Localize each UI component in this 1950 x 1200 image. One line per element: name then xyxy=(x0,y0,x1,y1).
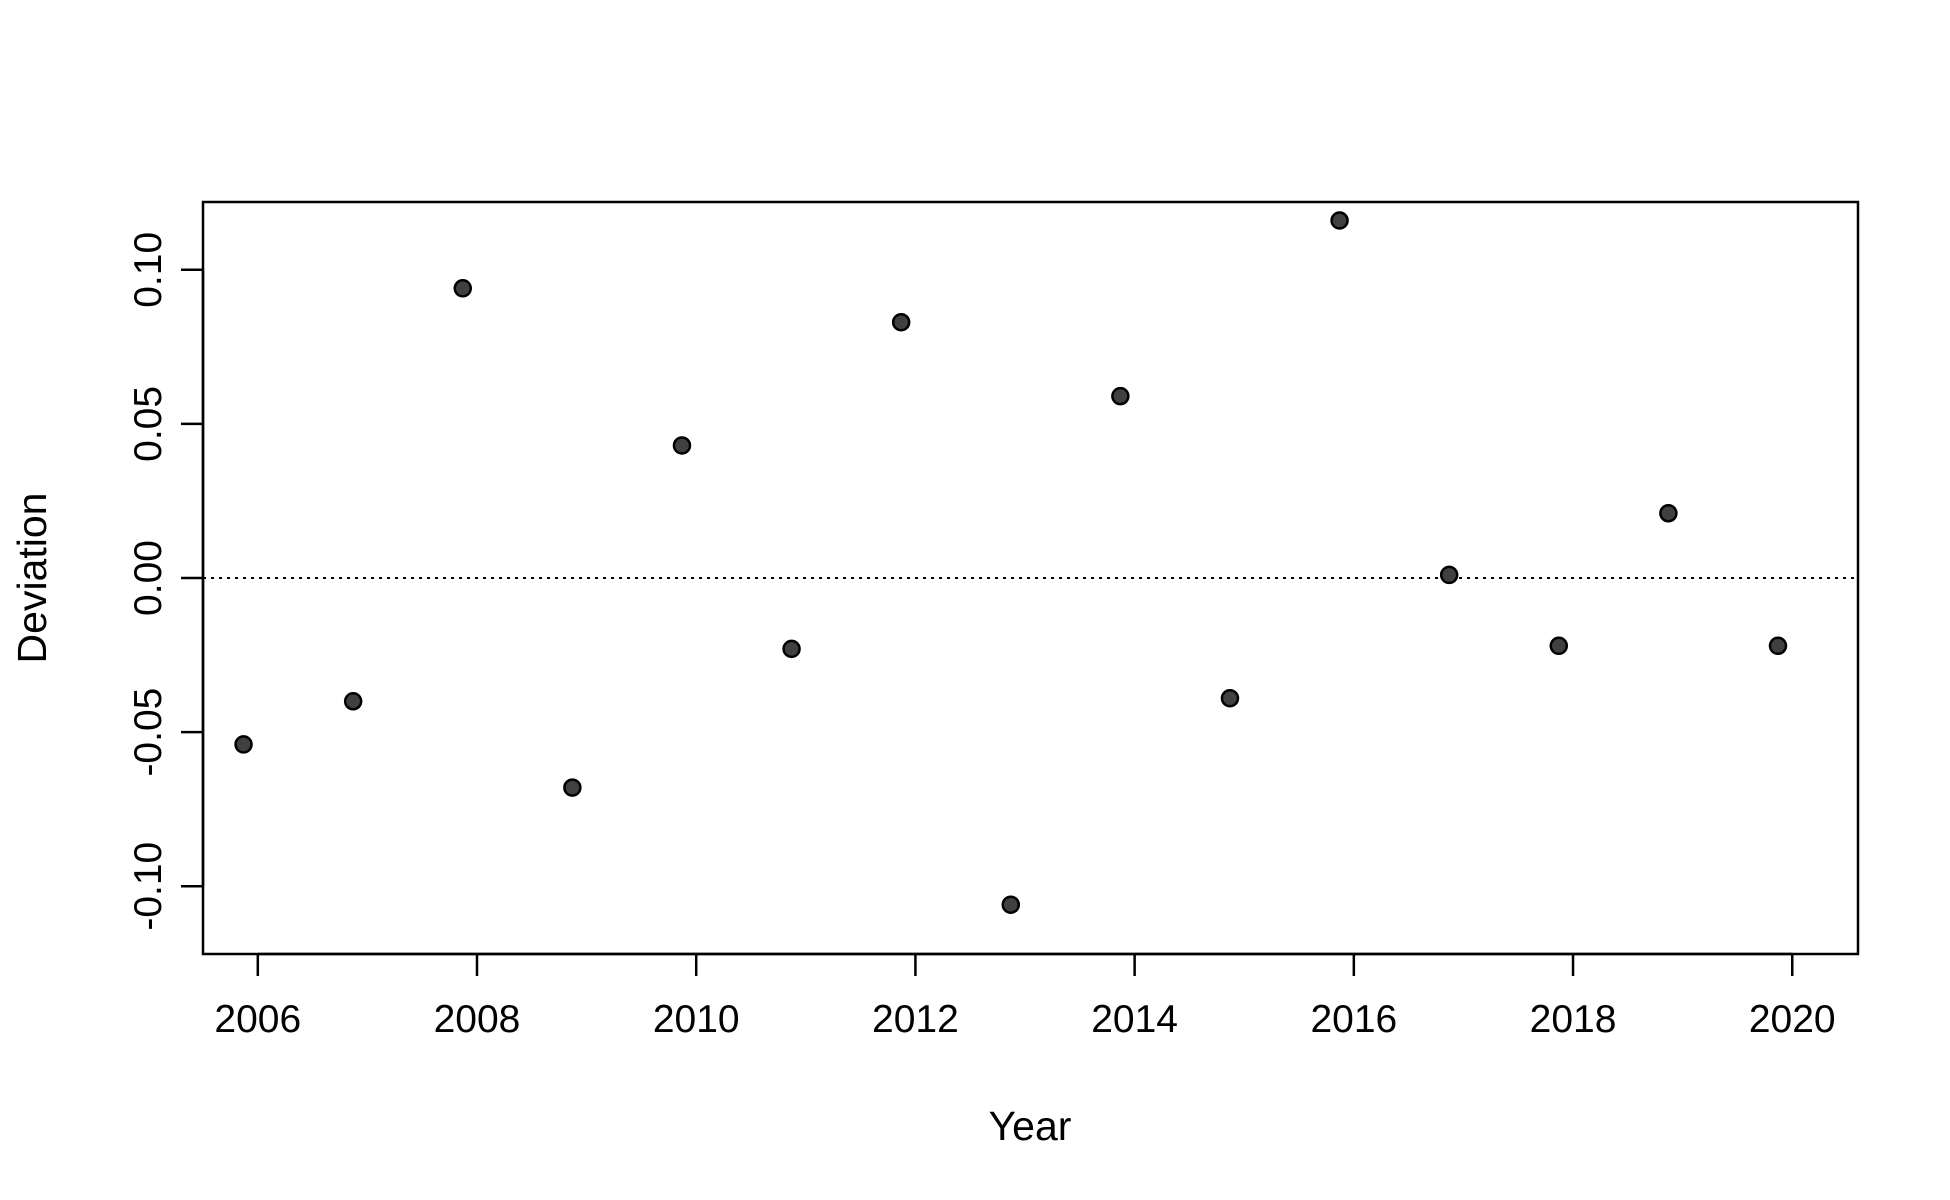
y-tick-label: -0.05 xyxy=(127,688,170,777)
x-tick-label: 2016 xyxy=(1310,998,1397,1041)
x-axis-title: Year xyxy=(989,1103,1072,1149)
x-tick-label: 2008 xyxy=(434,998,521,1041)
x-tick-label: 2014 xyxy=(1091,998,1178,1041)
x-tick-label: 2012 xyxy=(872,998,959,1041)
y-tick-label: 0.00 xyxy=(127,540,170,616)
x-tick-label: 2018 xyxy=(1530,998,1617,1041)
data-point xyxy=(891,312,911,332)
y-tick-label: -0.10 xyxy=(127,842,170,931)
y-tick-label: 0.10 xyxy=(127,232,170,308)
data-point xyxy=(1659,504,1678,523)
data-point xyxy=(1220,688,1240,708)
data-point xyxy=(234,735,253,754)
data-point xyxy=(1768,636,1788,656)
x-tick-label: 2020 xyxy=(1749,998,1836,1041)
data-point xyxy=(782,639,801,659)
data-point xyxy=(1330,211,1349,230)
x-tick-label: 2010 xyxy=(653,998,740,1041)
data-point xyxy=(672,436,692,455)
x-axis: 2006 2008 2010 2012 2014 2016 2018 2020 xyxy=(214,952,1836,1041)
y-tick-label: 0.05 xyxy=(127,386,170,462)
data-point xyxy=(1001,895,1021,914)
x-tick-label: 2006 xyxy=(214,998,301,1041)
data-point xyxy=(1439,565,1459,585)
y-axis: -0.10 -0.05 0.00 0.05 0.10 xyxy=(127,232,205,931)
data-point xyxy=(1549,636,1569,656)
data-point xyxy=(563,778,582,797)
data-points xyxy=(234,211,1788,914)
data-point xyxy=(343,692,363,711)
y-axis-title: Deviation xyxy=(9,493,55,664)
data-point xyxy=(1111,386,1130,406)
data-point xyxy=(453,279,473,298)
